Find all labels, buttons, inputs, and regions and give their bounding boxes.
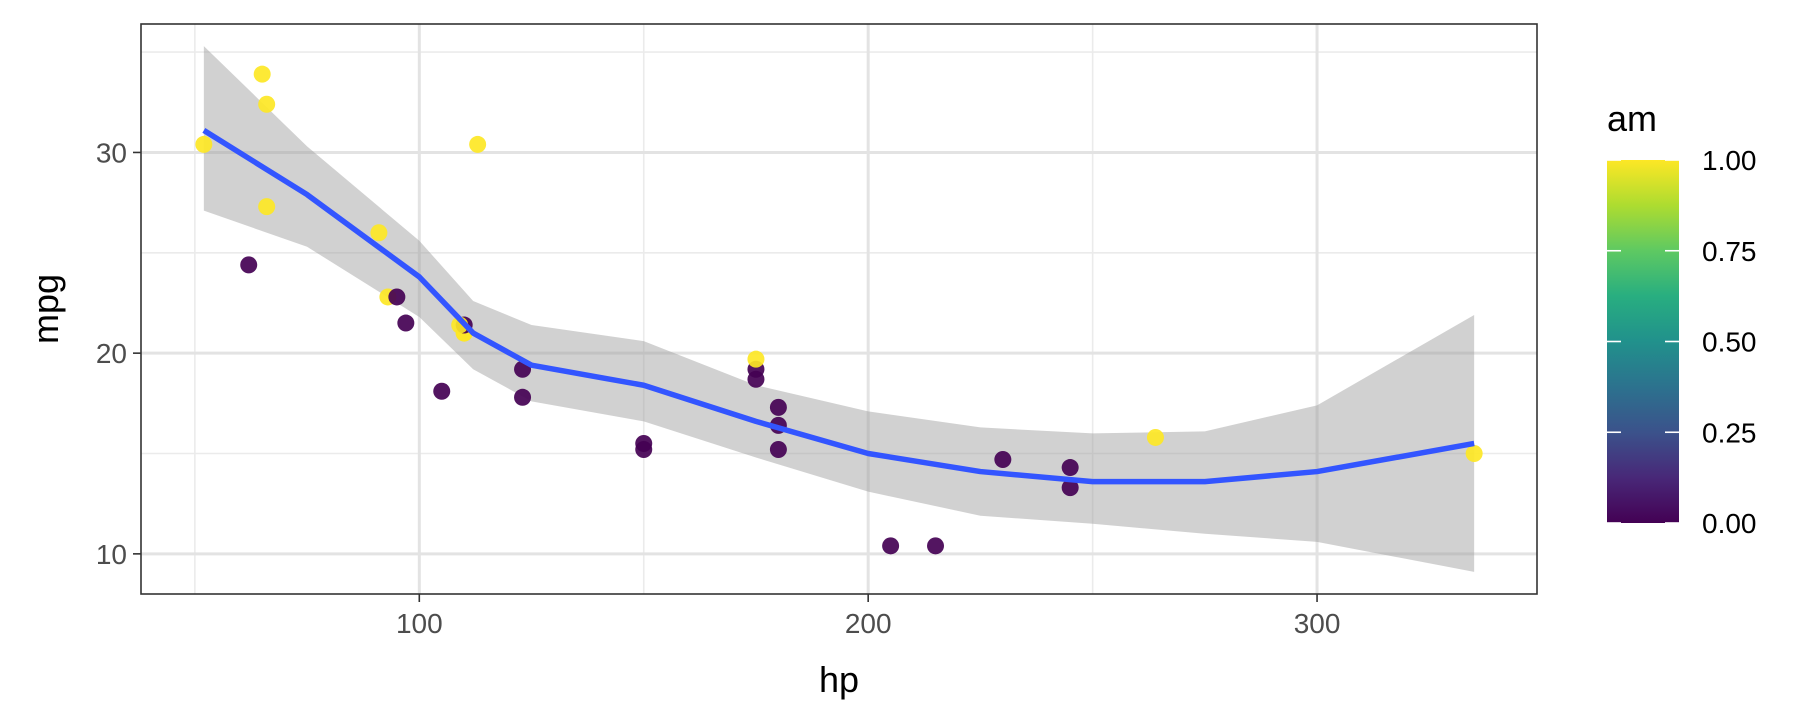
x-tick-label: 200 [845,608,892,639]
legend-ticks: 0.00 0.25 0.50 0.75 1.00 [1607,145,1757,539]
grid-major [141,24,1537,594]
data-point [1146,428,1164,446]
data-point [195,135,213,153]
data-point [258,95,276,113]
data-point [240,256,258,274]
data-point [1061,459,1079,477]
legend-label: 0.50 [1702,327,1757,358]
y-axis: 10 20 30 [96,137,141,570]
data-point [927,537,945,555]
data-point [253,65,271,83]
data-point [882,537,900,555]
y-axis-title: mpg [25,274,66,344]
data-point [388,288,406,306]
grid-minor [141,24,1537,594]
points-layer [195,65,1483,555]
legend-title: am [1607,98,1657,139]
x-axis: 100 200 300 [396,594,1340,639]
legend-label: 0.00 [1702,508,1757,539]
y-tick-label: 20 [96,338,127,369]
data-point [469,135,487,153]
data-point [258,198,276,216]
legend-label: 1.00 [1702,145,1757,176]
x-axis-title: hp [819,659,859,700]
y-tick-label: 10 [96,539,127,570]
data-point [1465,445,1483,463]
data-point [433,382,451,400]
data-point [769,398,787,416]
panel-border [140,23,1538,595]
data-point [635,440,653,458]
legend-label: 0.75 [1702,236,1757,267]
legend-label: 0.25 [1702,417,1757,448]
data-point [1061,479,1079,497]
x-tick-label: 100 [396,608,443,639]
data-point [370,224,388,242]
smooth-line [202,128,1475,485]
x-tick-label: 300 [1294,608,1341,639]
data-point [397,314,415,332]
data-point [747,350,765,368]
data-point [514,388,532,406]
colorbar-legend: am 0.00 0.25 0.50 0.75 1.00 [1607,98,1757,539]
data-point [994,451,1012,469]
data-point [769,440,787,458]
y-tick-label: 30 [96,137,127,168]
smooth-line-layer [202,128,1475,485]
